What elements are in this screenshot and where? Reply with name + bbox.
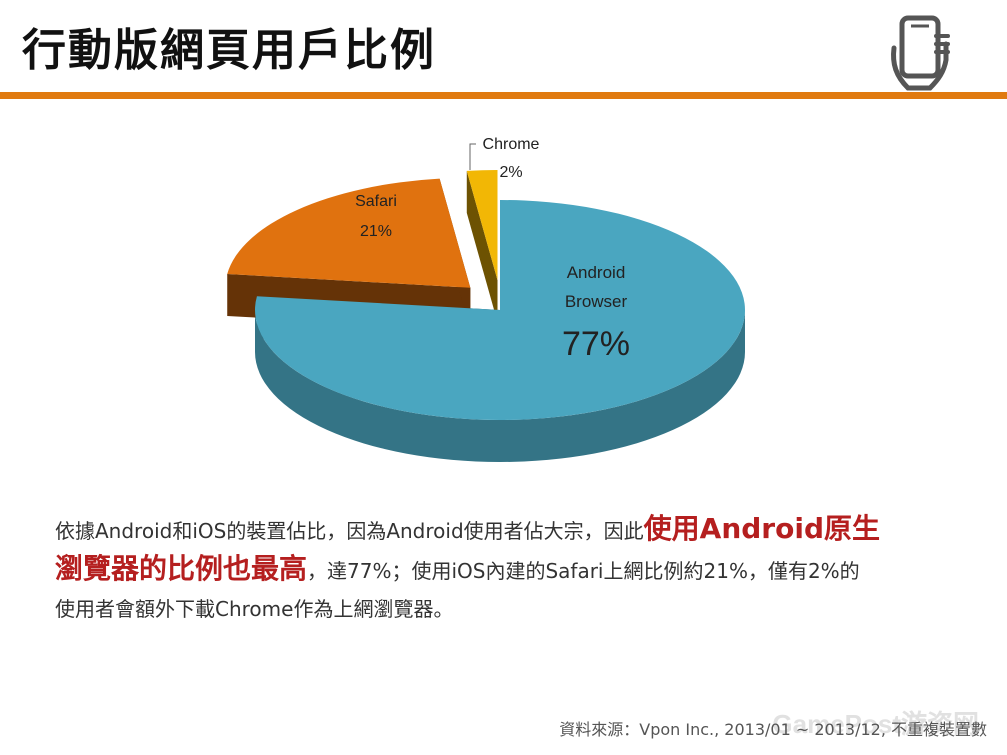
slice-value-2: 2%	[499, 164, 522, 181]
slice-label-2-0: Chrome	[483, 136, 540, 153]
slice-label-0-0: Android	[567, 263, 626, 282]
title-divider	[0, 92, 1007, 99]
chrome-leader-line	[469, 143, 476, 170]
slide-title: 行動版網頁用戶比例	[22, 25, 436, 76]
slice-chrome	[466, 170, 498, 281]
body-text-2: ，達77%；使用iOS內建的Safari上網比例約21%，僅有2%的	[307, 559, 860, 583]
phone-in-hand-icon	[891, 15, 950, 91]
slice-value-1: 21%	[360, 223, 392, 240]
body-text-1: 依據Android和iOS的裝置佔比，因為Android使用者佔大宗，因此	[55, 519, 644, 543]
slice-value-0: 77%	[562, 325, 630, 363]
source-note: 資料來源：Vpon Inc., 2013/01 ~ 2013/12, 不重複裝置…	[559, 720, 987, 739]
watermark: GamePost游资网	[772, 709, 979, 739]
highlight-text-2: 瀏覽器的比例也最高	[55, 552, 308, 585]
highlight-text-1: 使用Android原生	[643, 512, 880, 545]
slice-label-0-1: Browser	[565, 292, 628, 311]
description-paragraph: 依據Android和iOS的裝置佔比，因為Android使用者佔大宗，因此使用A…	[55, 510, 965, 628]
slice-side-2	[466, 170, 498, 323]
pie-chart: Android Browser 77% Safari 21% Chrome 2%	[227, 136, 746, 462]
slice-label-1-0: Safari	[355, 193, 397, 210]
slice-android-browser	[255, 200, 746, 420]
body-text-3: 使用者會額外下載Chrome作為上網瀏覽器。	[55, 597, 454, 621]
slice-safari	[227, 178, 471, 288]
